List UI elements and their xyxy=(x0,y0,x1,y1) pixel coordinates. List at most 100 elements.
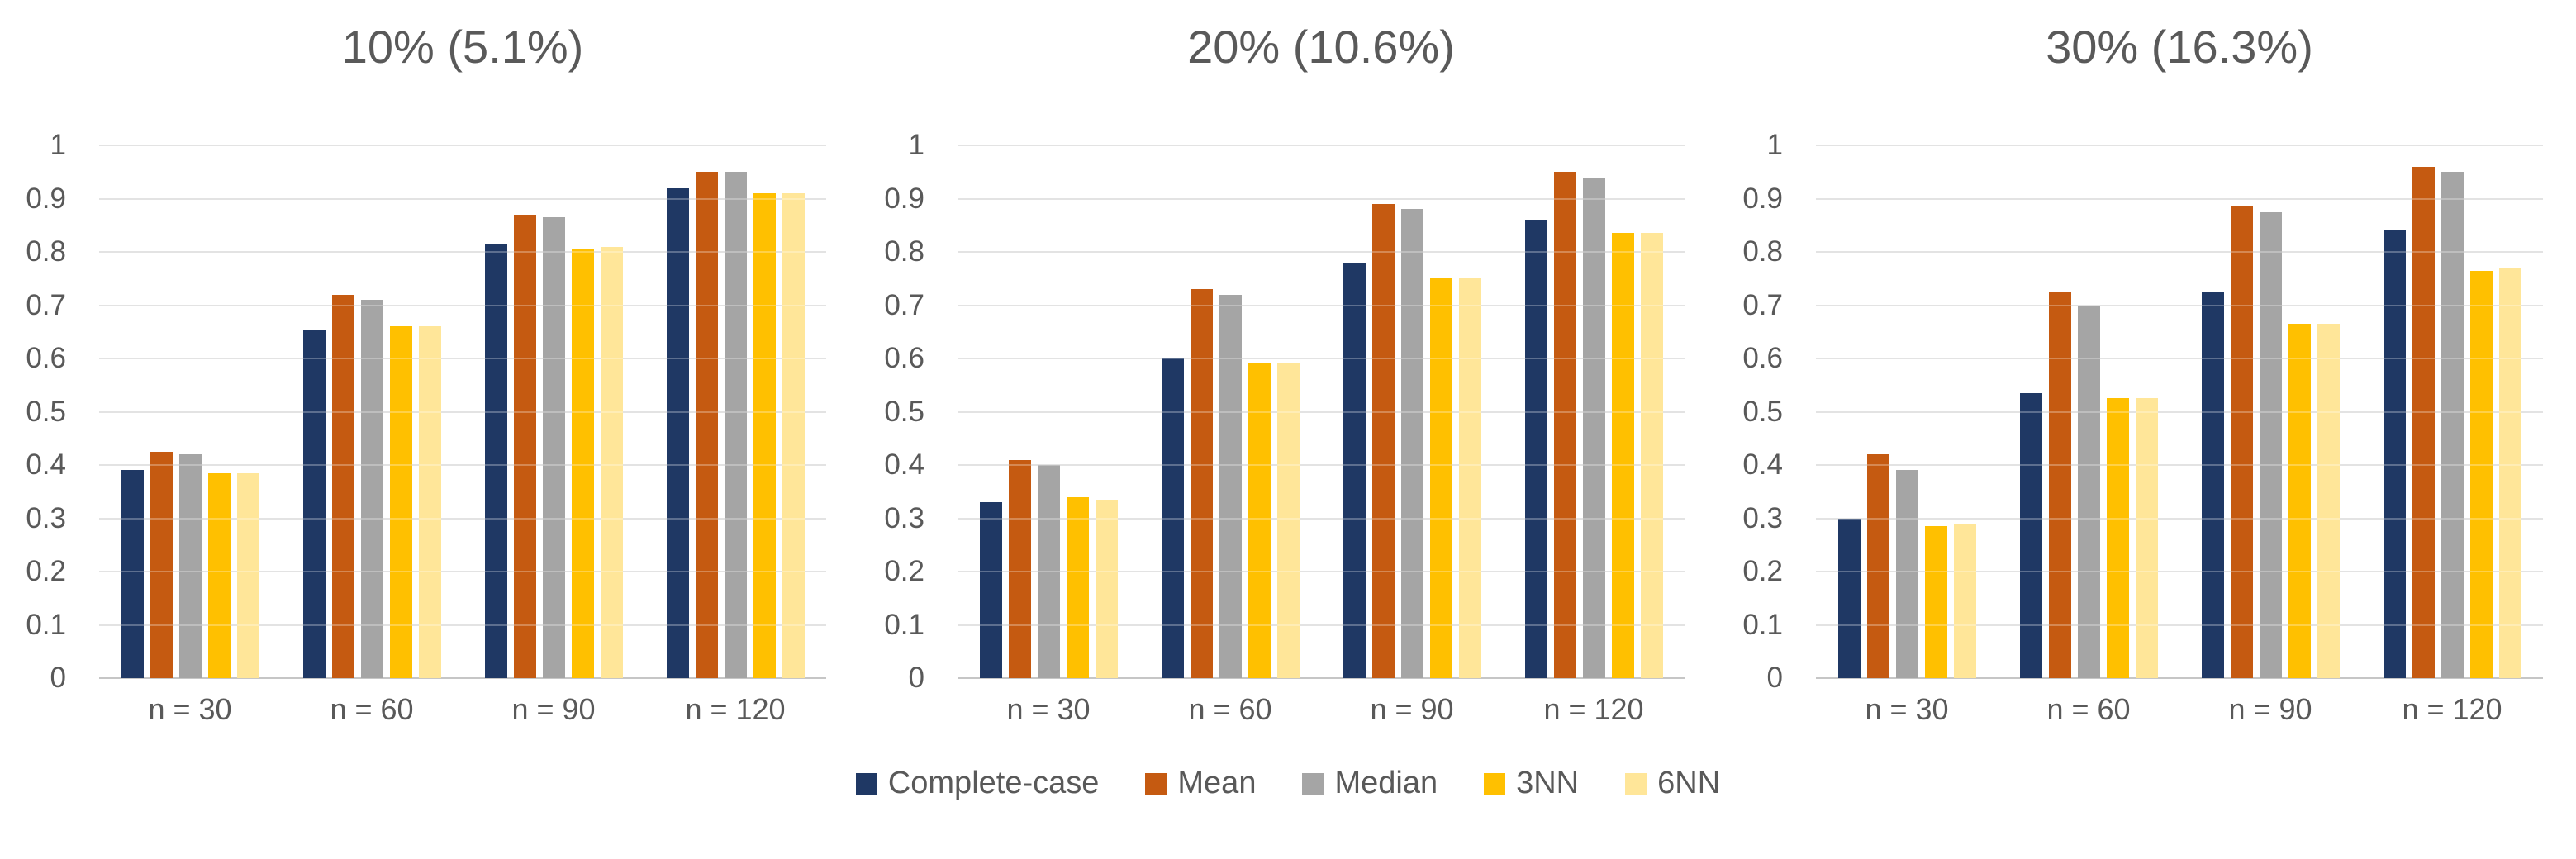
y-tick-label: 0.8 xyxy=(884,235,924,268)
plot-row: 1 0.9 0.8 0.7 0.6 0.5 0.4 0.3 0.2 0.1 0 xyxy=(858,129,1717,694)
bar-median-n-60 xyxy=(2077,305,2100,678)
bar-3nn-n-30 xyxy=(207,472,231,678)
x-tick-label: n = 90 xyxy=(511,692,596,726)
gridline xyxy=(958,624,1685,626)
y-tick-label: 0.6 xyxy=(884,342,924,374)
bar-3nn-n-90 xyxy=(571,249,594,678)
x-tick-label: n = 30 xyxy=(1865,692,1949,726)
legend-swatch-mean xyxy=(1145,772,1167,795)
bar-6nn-n-30 xyxy=(1953,523,1976,678)
gridline xyxy=(1816,411,2543,413)
legend-swatch-6nn xyxy=(1625,772,1647,795)
bar-median-n-60 xyxy=(1219,294,1242,678)
x-axis: n = 30 n = 60 n = 90 n = 120 xyxy=(1816,690,2543,729)
gridline xyxy=(1816,624,2543,626)
bar-complete-case-n-60 xyxy=(2019,392,2042,678)
bar-mean-n-60 xyxy=(2048,292,2071,678)
gridline xyxy=(958,571,1685,572)
y-axis: 1 0.9 0.8 0.7 0.6 0.5 0.4 0.3 0.2 0.1 0 xyxy=(858,129,958,694)
bar-group-n-60 xyxy=(281,145,463,678)
y-tick-label: 0.5 xyxy=(884,395,924,428)
legend-label: 3NN xyxy=(1516,766,1580,800)
gridline xyxy=(1816,304,2543,306)
y-tick-label: 1 xyxy=(1766,129,1783,161)
gridline xyxy=(99,358,826,359)
gridline xyxy=(958,251,1685,253)
plot-area xyxy=(99,145,826,679)
gridline xyxy=(99,571,826,572)
bar-6nn-n-30 xyxy=(236,472,259,678)
legend-label: Complete-case xyxy=(887,766,1100,800)
bar-group-n-30 xyxy=(1816,145,1998,678)
bar-complete-case-n-120 xyxy=(2383,230,2406,678)
y-tick-label: 0.8 xyxy=(1742,235,1783,268)
legend-swatch-complete-case xyxy=(855,772,877,795)
y-tick-label: 0 xyxy=(1766,662,1783,694)
y-tick-label: 0.8 xyxy=(26,235,66,268)
gridline xyxy=(958,411,1685,413)
legend-label: Mean xyxy=(1177,766,1257,800)
bar-mean-n-30 xyxy=(1008,459,1031,678)
x-axis-line xyxy=(99,677,826,679)
x-axis-line xyxy=(958,677,1685,679)
y-tick-label: 0.2 xyxy=(884,555,924,587)
bar-complete-case-n-30 xyxy=(1837,518,1861,678)
gridline xyxy=(99,197,826,200)
x-tick-label: n = 90 xyxy=(2228,692,2312,726)
bar-group-n-90 xyxy=(1321,145,1503,678)
bar-mean-n-120 xyxy=(1553,172,1576,678)
y-tick-label: 0.1 xyxy=(1742,608,1783,641)
gridline xyxy=(1816,464,2543,466)
y-tick-label: 0.9 xyxy=(884,182,924,215)
legend-swatch-median xyxy=(1302,772,1324,795)
y-tick-label: 0.5 xyxy=(1742,395,1783,428)
y-tick-label: 1 xyxy=(908,129,924,161)
plot-row: 1 0.9 0.8 0.7 0.6 0.5 0.4 0.3 0.2 0.1 0 xyxy=(1717,129,2575,694)
bar-3nn-n-60 xyxy=(2106,398,2129,678)
x-tick-label: n = 60 xyxy=(1188,692,1272,726)
y-tick-label: 0.6 xyxy=(1742,342,1783,374)
y-tick-label: 1 xyxy=(50,129,66,161)
legend-item-mean: Mean xyxy=(1145,766,1256,801)
bar-mean-n-90 xyxy=(1371,203,1395,678)
bar-3nn-n-60 xyxy=(1248,363,1271,678)
gridline xyxy=(99,304,826,306)
bar-6nn-n-90 xyxy=(2317,324,2340,678)
bar-median-n-120 xyxy=(1582,177,1605,678)
gridline xyxy=(99,251,826,253)
y-tick-label: 0.3 xyxy=(1742,501,1783,534)
bar-6nn-n-90 xyxy=(1458,278,1481,678)
x-tick-label: n = 30 xyxy=(148,692,232,726)
bar-6nn-n-60 xyxy=(2135,398,2158,678)
bar-6nn-n-30 xyxy=(1095,499,1118,678)
y-tick-label: 0.9 xyxy=(26,182,66,215)
x-tick-label: n = 60 xyxy=(330,692,414,726)
chart-30pct: 30% (16.3%) 1 0.9 0.8 0.7 0.6 0.5 0.4 0.3 0.2 0.1… xyxy=(1717,0,2575,729)
legend-item-median: Median xyxy=(1302,766,1438,801)
bar-group-n-60 xyxy=(1139,145,1321,678)
y-tick-label: 0.3 xyxy=(26,501,66,534)
bar-mean-n-120 xyxy=(2412,166,2435,678)
bar-median-n-30 xyxy=(1895,470,1918,678)
legend-label: Median xyxy=(1334,766,1438,800)
legend-item-6nn: 6NN xyxy=(1625,766,1720,801)
bar-complete-case-n-90 xyxy=(484,244,507,678)
y-tick-label: 0.5 xyxy=(26,395,66,428)
bar-3nn-n-90 xyxy=(1429,278,1452,678)
gridline xyxy=(1816,358,2543,359)
gridline xyxy=(99,517,826,520)
x-tick-label: n = 120 xyxy=(1543,692,1644,726)
bar-6nn-n-60 xyxy=(418,326,441,678)
bar-3nn-n-120 xyxy=(2469,270,2493,678)
gridline xyxy=(99,624,826,626)
x-tick-label: n = 30 xyxy=(1006,692,1091,726)
bar-group-n-90 xyxy=(2179,145,2361,678)
bar-6nn-n-120 xyxy=(1640,233,1663,678)
bar-groups xyxy=(1816,145,2543,678)
gridline xyxy=(958,517,1685,520)
y-tick-label: 0.7 xyxy=(26,288,66,321)
bar-median-n-90 xyxy=(2259,211,2282,678)
y-tick-label: 0 xyxy=(908,662,924,694)
bar-group-n-120 xyxy=(644,145,826,678)
